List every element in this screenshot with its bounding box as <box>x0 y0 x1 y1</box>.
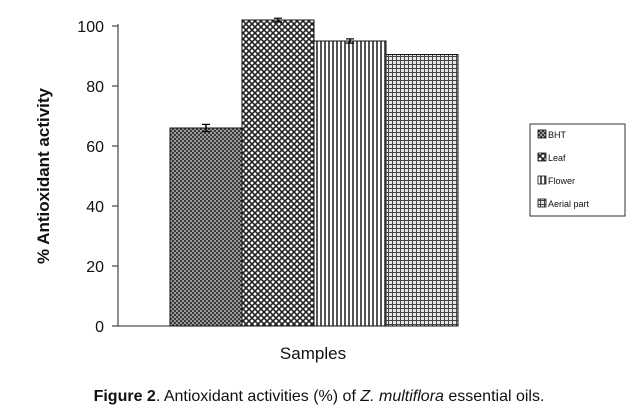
caption-text-before: . Antioxidant activities (%) of <box>155 388 361 405</box>
y-tick-label: 100 <box>77 19 104 36</box>
y-tick-label: 60 <box>86 139 104 156</box>
legend-label: BHT <box>548 130 567 140</box>
y-tick-label: 20 <box>86 259 104 276</box>
caption-label: Figure 2 <box>93 388 156 405</box>
legend-label: Aerial part <box>548 199 590 209</box>
y-tick-label: 80 <box>86 79 104 96</box>
legend-label: Flower <box>548 176 575 186</box>
bar-leaf <box>241 19 315 327</box>
caption-text-after: essential oils. <box>443 388 545 405</box>
legend-swatch <box>537 175 547 185</box>
chart: 0 20 40 60 80 100 % Antioxidant activity Samp… <box>34 17 626 363</box>
legend-swatch <box>537 198 547 208</box>
y-tick-label: 0 <box>95 319 104 336</box>
legend-swatch <box>537 129 547 139</box>
y-tick-label: 40 <box>86 199 104 216</box>
caption-species: Z. multiflora <box>360 388 444 405</box>
bar-aerial-part <box>385 54 459 327</box>
bar-flower <box>313 40 387 327</box>
x-axis-label: Samples <box>280 344 346 363</box>
figure-caption: Figure 2. Antioxidant activities (%) of … <box>0 388 638 406</box>
y-axis-label: % Antioxidant activity <box>34 87 53 264</box>
legend-swatch <box>537 152 547 162</box>
bar-bht <box>169 127 243 327</box>
legend-label: Leaf <box>548 153 566 163</box>
